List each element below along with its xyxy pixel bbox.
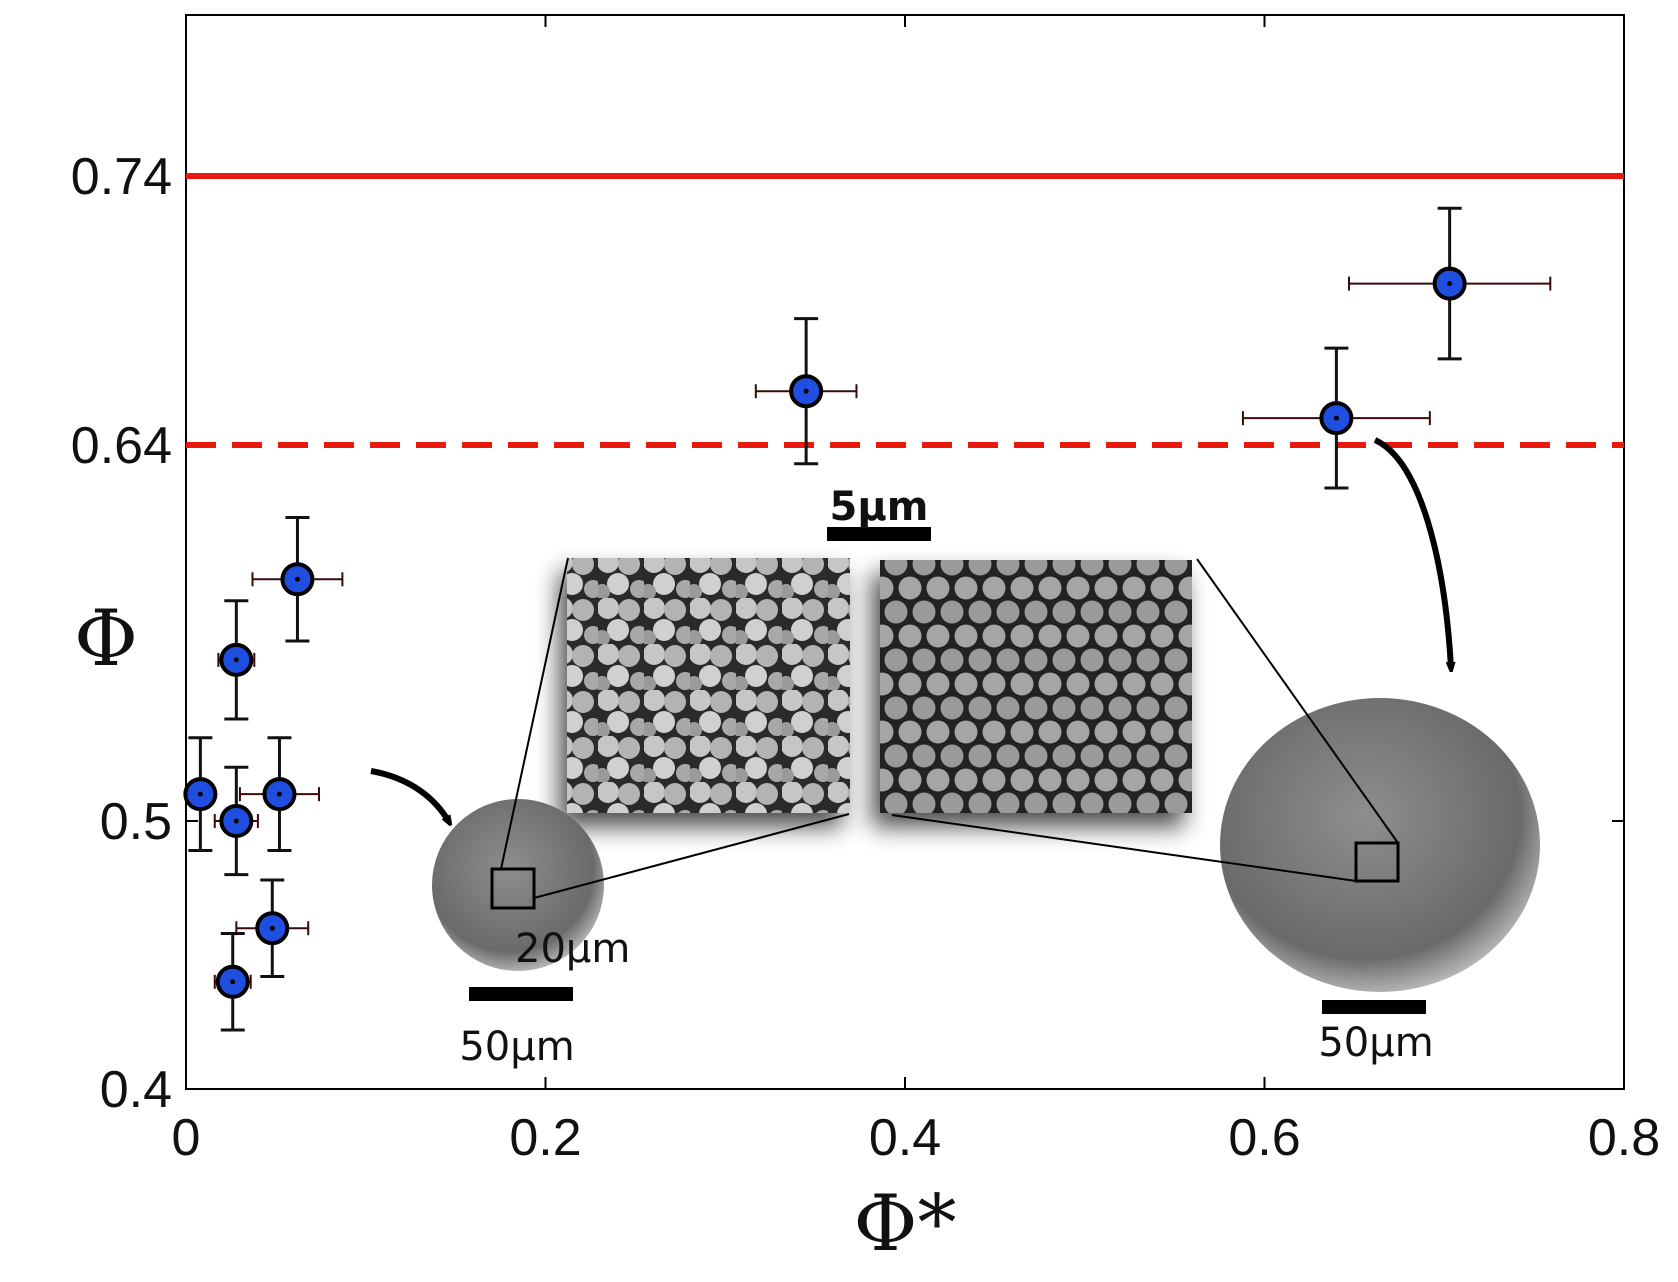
scale-bar-50um-small-label: 50µm	[459, 1024, 574, 1070]
data-marker-center	[294, 576, 300, 582]
scale-bar-50um-small	[469, 987, 573, 1001]
y-axis-label: Φ	[74, 594, 138, 684]
data-point	[1347, 206, 1552, 361]
x-tick-label: 0.4	[869, 1109, 941, 1167]
y-tick-label: 0.5	[100, 793, 172, 851]
x-tick-label: 0.2	[509, 1109, 581, 1167]
x-tick-label: 0	[172, 1109, 201, 1167]
data-point	[1241, 346, 1431, 490]
data-point	[183, 736, 218, 852]
ordered-packing-inset	[880, 560, 1192, 813]
data-marker-center	[1447, 281, 1453, 287]
data-series	[183, 206, 1552, 1032]
data-marker-center	[230, 979, 236, 985]
data-point	[217, 599, 256, 721]
scale-bar-5um	[827, 527, 931, 541]
x-axis-label: Φ*	[854, 1179, 957, 1269]
sem-insets: 20µm 5µm 50µm 50µm	[370, 437, 1540, 1070]
data-marker-center	[1333, 415, 1339, 421]
arrow-to-small-particle	[370, 768, 449, 822]
small-supraparticle-image: 20µm	[432, 799, 630, 972]
data-point	[213, 932, 252, 1032]
data-marker-center	[276, 791, 282, 797]
data-marker-center	[803, 388, 809, 394]
axis-tick-labels: 0 0.2 0.4 0.6 0.8 0.4 0.5 0.64 0.74	[71, 148, 1660, 1167]
data-point	[235, 878, 310, 978]
small-supraparticle-caption: 20µm	[515, 926, 630, 972]
x-tick-label: 0.8	[1588, 1109, 1660, 1167]
data-point	[251, 516, 344, 643]
scale-bar-5um-label: 5µm	[830, 484, 929, 530]
zoom-box-large	[1354, 841, 1400, 883]
scale-bar-50um-large-label: 50µm	[1318, 1020, 1433, 1066]
scale-bar-50um-large	[1322, 1000, 1426, 1014]
arrow-to-large-particle	[1373, 437, 1451, 668]
data-marker-center	[269, 925, 275, 931]
data-point	[213, 765, 259, 877]
disordered-packing-inset	[567, 558, 850, 813]
data-marker-center	[233, 657, 239, 663]
data-point	[754, 317, 858, 466]
zoom-box-small	[490, 867, 536, 910]
large-supraparticle-image	[1220, 698, 1540, 992]
y-tick-label: 0.4	[100, 1061, 172, 1119]
y-tick-label: 0.74	[71, 148, 172, 206]
x-tick-label: 0.6	[1228, 1109, 1300, 1167]
inset-connectors	[500, 557, 1399, 899]
data-marker-center	[233, 818, 239, 824]
data-marker-center	[197, 791, 203, 797]
data-point	[238, 736, 321, 852]
reference-lines	[186, 173, 1624, 448]
y-tick-label: 0.64	[71, 417, 172, 475]
